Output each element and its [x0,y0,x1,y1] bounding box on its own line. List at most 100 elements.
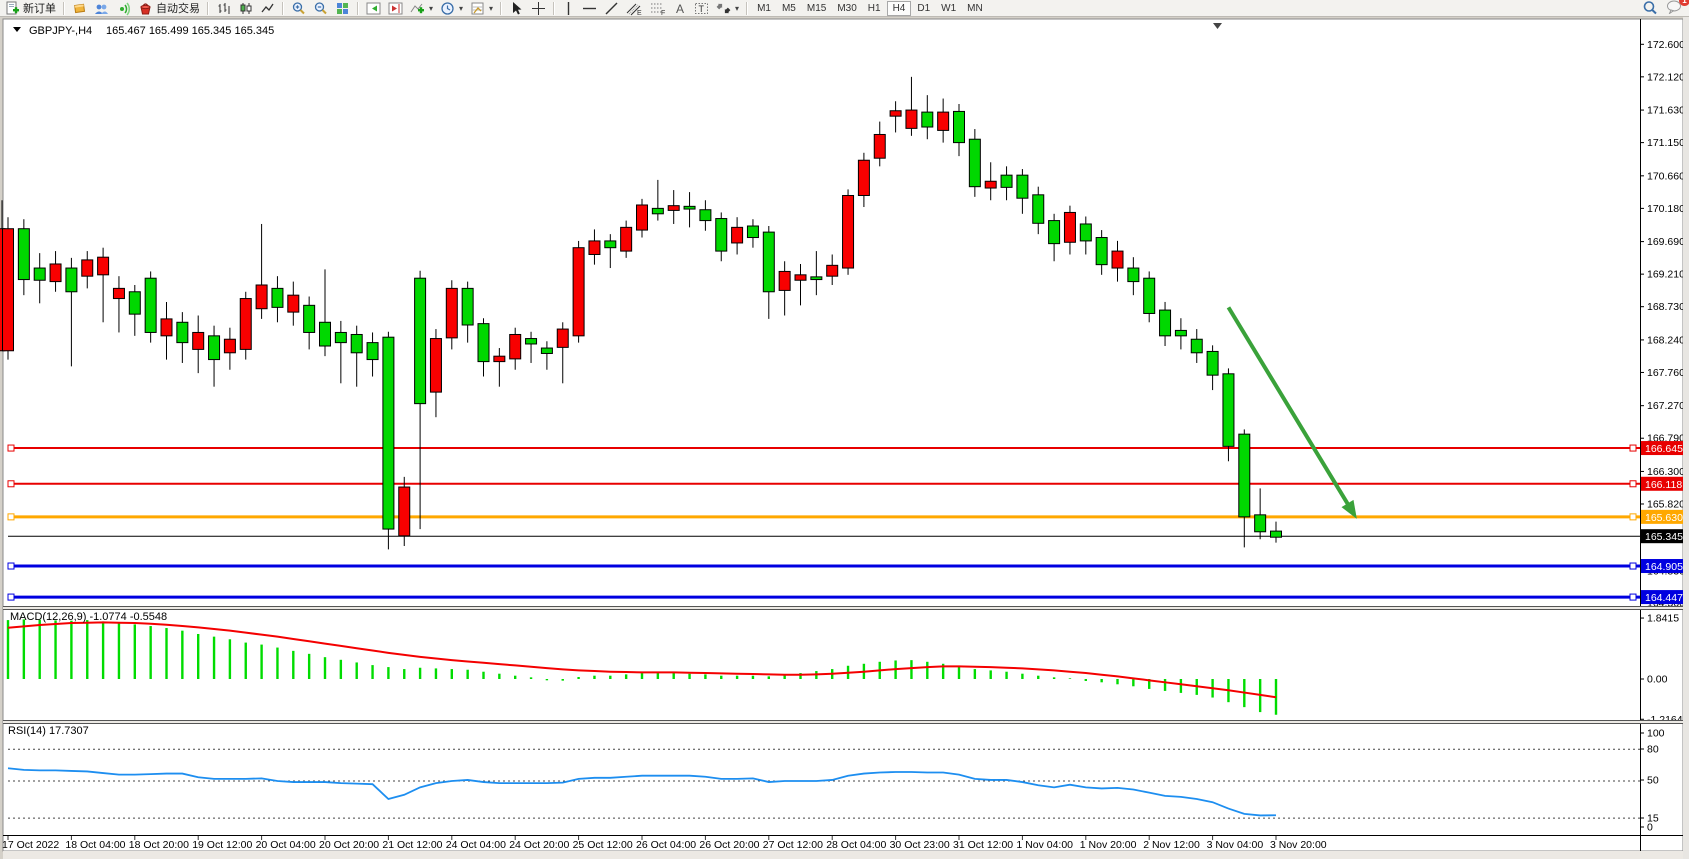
separator [500,1,503,15]
candle [525,338,538,345]
hline-handle[interactable] [1629,444,1637,452]
fibonacci-button[interactable]: F [647,1,670,16]
axis-price-label [1641,529,1687,544]
candle [953,110,965,144]
time-tick-label: 30 Oct 23:00 [890,839,950,851]
scroll-to-end-button[interactable] [363,1,384,16]
shift-marker-icon[interactable] [1213,23,1222,29]
hline-handle[interactable] [1629,480,1637,488]
time-tick-label: 18 Oct 20:00 [129,839,189,851]
channel-button[interactable]: E [623,1,646,16]
symbol-dropdown-icon[interactable] [13,27,21,32]
labels: 166.645 166.118 165.630 164.905 164.447 165.3… [8,25,1687,737]
timeframe-d1[interactable]: D1 [917,2,931,14]
hline-handle[interactable] [7,562,15,570]
search-icon[interactable] [1642,0,1658,16]
chart-frame [2,18,1684,852]
candle [97,256,110,276]
time-tick-label: 3 Nov 04:00 [1207,839,1264,851]
separator [63,1,65,15]
bars-chart-button[interactable] [213,1,234,16]
hline-handle[interactable] [7,593,15,601]
tile-windows-button[interactable] [332,1,353,16]
trendline-icon [605,2,618,14]
pane-splitter[interactable] [3,720,1683,724]
timeframe-m30[interactable]: M30 [837,2,857,14]
crosshair-button[interactable] [528,1,549,16]
hline-handle[interactable] [1629,513,1637,521]
trend-arrow[interactable] [1226,306,1357,519]
timeframe-m15[interactable]: M15 [806,2,827,14]
candle [461,287,474,326]
axes: 172.600 172.120 171.630 171.150 170.660 170.1… [2,19,1685,851]
candle [398,486,411,537]
hline-handle[interactable] [1629,562,1637,570]
candlestick-chart-button[interactable] [235,1,256,16]
rsi-label: RSI(14) 17.7307 [8,725,89,737]
cursor-button[interactable] [506,1,527,16]
time-tick-label: 24 Oct 04:00 [446,839,506,851]
timeframe-m5[interactable]: M5 [781,2,796,14]
macd-label: MACD(12,26,9) -1.0774 -0.5548 [10,611,167,623]
time-tick-label: 25 Oct 12:00 [573,839,633,851]
svg-text:A: A [676,2,684,16]
new-order-button[interactable]: 新订单 [2,1,59,16]
text-label-icon: T [695,2,709,14]
candle [778,270,791,291]
templates-button[interactable]: ▾ [467,1,496,16]
separator [207,1,209,15]
vertical-line-button[interactable] [559,1,578,16]
price-tick-label: 171.150 [1647,137,1685,149]
timeframe-m1[interactable]: M1 [757,2,771,14]
chat-button[interactable]: 1 [1666,0,1689,17]
trendline-button[interactable] [601,1,622,16]
text-label-button[interactable]: T [691,1,712,16]
horizontal-line-button[interactable] [579,1,600,16]
timeframe-mn[interactable]: MN [967,2,983,14]
rsi-tick-label: 80 [1647,744,1659,756]
hline-handle[interactable] [1629,593,1637,601]
community-button[interactable] [91,1,112,16]
hline-handle[interactable] [7,444,15,452]
candle [1016,174,1029,199]
signals-button[interactable] [113,1,134,16]
autotrade-button[interactable]: 自动交易 [135,1,203,16]
text-button[interactable]: A [671,1,690,16]
horizontal-lines[interactable] [7,444,1640,601]
candle [1063,211,1076,243]
price-tick-label: 166.300 [1647,466,1685,478]
separator [357,1,359,15]
text-icon: A [676,2,684,16]
hline-handle[interactable] [7,480,15,488]
svg-text:165.630: 165.630 [1645,512,1683,524]
arrow-line[interactable] [1226,306,1354,512]
periods-button[interactable]: ▾ [437,1,466,16]
axis-price-label [1641,441,1687,456]
candle [731,226,744,244]
timeframe-h1[interactable]: H1 [867,2,881,14]
chart-shift-button[interactable] [385,1,406,16]
line-chart-button[interactable] [257,1,278,16]
candle [826,264,839,277]
templates-icon [471,2,484,14]
zoom-in-button[interactable] [288,1,309,16]
pane-splitter[interactable] [3,606,1683,610]
timeframe-w1[interactable]: W1 [941,2,957,14]
indicators-button[interactable]: ▾ [407,1,436,16]
candle [1190,338,1203,354]
time-tick-label: 27 Oct 12:00 [763,839,823,851]
hline-handle[interactable] [7,513,15,521]
candle [1079,223,1092,242]
zoom-out-button[interactable] [310,1,331,16]
candle [1032,194,1045,224]
candle [144,277,157,333]
chart-ohlc: 165.467 165.499 165.345 165.345 [106,25,274,37]
timeframe-h4[interactable]: H4 [886,0,912,16]
candle [255,284,268,310]
arrows-button[interactable]: ▾ [713,1,742,16]
candle [239,298,252,350]
arrow-head[interactable] [1341,499,1357,519]
package-button[interactable] [69,1,90,16]
